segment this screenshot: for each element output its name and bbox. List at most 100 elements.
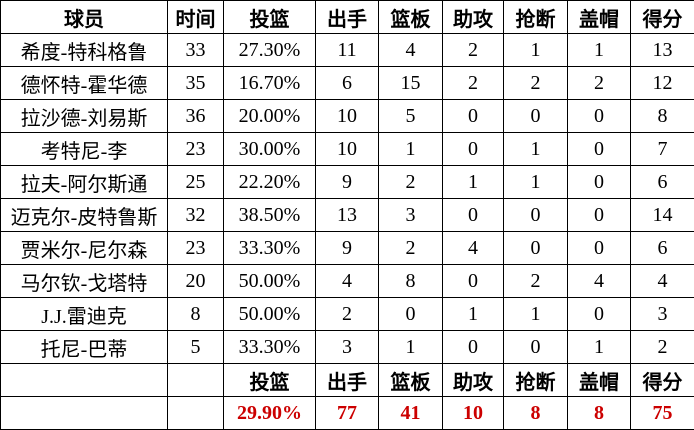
stat-cell: 11 xyxy=(316,34,379,67)
total-steals-cell: 8 xyxy=(504,397,568,430)
stat-cell: 6 xyxy=(316,67,379,100)
footer-label-points: 得分 xyxy=(631,364,694,397)
stat-cell: 23 xyxy=(168,232,224,265)
stat-cell: 2 xyxy=(568,67,631,100)
stat-cell: 3 xyxy=(379,199,443,232)
footer-empty-cell xyxy=(1,364,168,397)
stat-cell: 0 xyxy=(504,331,568,364)
stat-cell: 4 xyxy=(443,232,504,265)
stat-cell: 6 xyxy=(631,232,694,265)
stat-cell: 2 xyxy=(443,67,504,100)
stat-cell: 1 xyxy=(379,133,443,166)
player-name-cell: 德怀特-霍华德 xyxy=(1,67,168,100)
stat-cell: 27.30% xyxy=(224,34,316,67)
stat-cell: 0 xyxy=(568,298,631,331)
stat-cell: 10 xyxy=(316,100,379,133)
player-name-cell: 托尼-巴蒂 xyxy=(1,331,168,364)
stat-cell: 20 xyxy=(168,265,224,298)
col-header-player: 球员 xyxy=(1,1,168,34)
col-header-rebounds: 篮板 xyxy=(379,1,443,34)
player-name-cell: 迈克尔-皮特鲁斯 xyxy=(1,199,168,232)
stat-cell: 0 xyxy=(443,265,504,298)
stat-cell: 0 xyxy=(568,199,631,232)
col-header-blocks: 盖帽 xyxy=(568,1,631,34)
col-header-fg-pct: 投篮 xyxy=(224,1,316,34)
stat-cell: 0 xyxy=(504,232,568,265)
col-header-points: 得分 xyxy=(631,1,694,34)
stat-cell: 0 xyxy=(443,331,504,364)
footer-label-row: 投篮 出手 篮板 助攻 抢断 盖帽 得分 xyxy=(1,364,694,397)
footer-label-fg-pct: 投篮 xyxy=(224,364,316,397)
stat-cell: 50.00% xyxy=(224,298,316,331)
stat-cell: 23 xyxy=(168,133,224,166)
header-row: 球员 时间 投篮 出手 篮板 助攻 抢断 盖帽 得分 xyxy=(1,1,694,34)
stat-cell: 2 xyxy=(443,34,504,67)
footer-empty-cell xyxy=(1,397,168,430)
col-header-minutes: 时间 xyxy=(168,1,224,34)
stat-cell: 10 xyxy=(316,133,379,166)
stat-cell: 8 xyxy=(631,100,694,133)
stat-cell: 1 xyxy=(443,166,504,199)
stat-cell: 2 xyxy=(379,232,443,265)
player-name-cell: 拉沙德-刘易斯 xyxy=(1,100,168,133)
footer-label-attempts: 出手 xyxy=(316,364,379,397)
stat-cell: 4 xyxy=(316,265,379,298)
stat-cell: 20.00% xyxy=(224,100,316,133)
player-name-cell: 拉夫-阿尔斯通 xyxy=(1,166,168,199)
footer-empty-cell xyxy=(168,364,224,397)
stat-cell: 25 xyxy=(168,166,224,199)
stat-cell: 1 xyxy=(443,298,504,331)
stat-cell: 1 xyxy=(504,34,568,67)
stat-cell: 4 xyxy=(568,265,631,298)
footer-label-blocks: 盖帽 xyxy=(568,364,631,397)
stat-cell: 0 xyxy=(568,100,631,133)
stat-cell: 33 xyxy=(168,34,224,67)
stat-cell: 1 xyxy=(568,34,631,67)
stat-cell: 38.50% xyxy=(224,199,316,232)
total-blocks-cell: 8 xyxy=(568,397,631,430)
stat-cell: 4 xyxy=(631,265,694,298)
stat-cell: 5 xyxy=(379,100,443,133)
total-fg-pct-cell: 29.90% xyxy=(224,397,316,430)
stat-cell: 7 xyxy=(631,133,694,166)
stat-cell: 9 xyxy=(316,232,379,265)
stat-cell: 0 xyxy=(504,100,568,133)
stat-cell: 3 xyxy=(631,298,694,331)
stat-cell: 50.00% xyxy=(224,265,316,298)
total-assists-cell: 10 xyxy=(443,397,504,430)
stat-cell: 4 xyxy=(379,34,443,67)
stat-cell: 3 xyxy=(316,331,379,364)
player-name-cell: 考特尼-李 xyxy=(1,133,168,166)
stat-cell: 33.30% xyxy=(224,232,316,265)
stat-cell: 1 xyxy=(504,298,568,331)
stat-cell: 2 xyxy=(504,265,568,298)
stat-cell: 1 xyxy=(379,331,443,364)
stat-cell: 30.00% xyxy=(224,133,316,166)
footer-label-rebounds: 篮板 xyxy=(379,364,443,397)
total-rebounds-cell: 41 xyxy=(379,397,443,430)
stat-cell: 1 xyxy=(568,331,631,364)
stat-cell: 0 xyxy=(568,133,631,166)
player-name-cell: 贾米尔-尼尔森 xyxy=(1,232,168,265)
stat-cell: 15 xyxy=(379,67,443,100)
stat-cell: 0 xyxy=(504,199,568,232)
col-header-steals: 抢断 xyxy=(504,1,568,34)
stat-cell: 8 xyxy=(379,265,443,298)
total-attempts-cell: 77 xyxy=(316,397,379,430)
stat-cell: 13 xyxy=(316,199,379,232)
stat-cell: 5 xyxy=(168,331,224,364)
player-name-cell: 马尔钦-戈塔特 xyxy=(1,265,168,298)
stat-cell: 32 xyxy=(168,199,224,232)
stat-cell: 1 xyxy=(504,166,568,199)
stat-cell: 13 xyxy=(631,34,694,67)
stat-cell: 0 xyxy=(568,232,631,265)
